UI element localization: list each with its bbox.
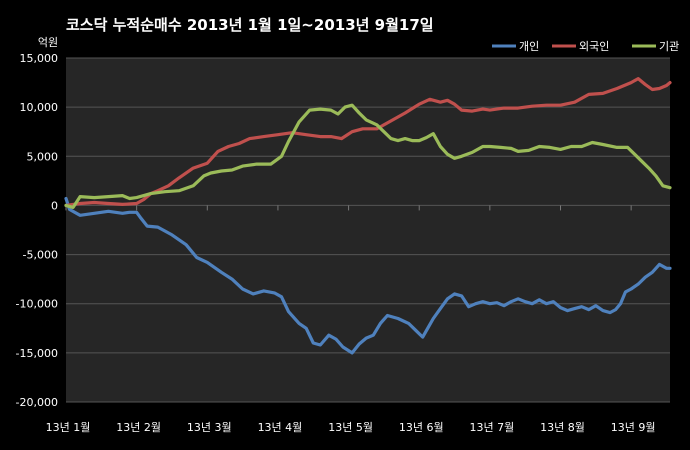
x-tick-label: 13년 4월 <box>258 421 303 434</box>
legend-label: 기관 <box>659 40 679 53</box>
series-line-2 <box>64 77 672 207</box>
chart-title: 코스닥 누적순매수 2013년 1월 1일~2013년 9월17일 <box>66 16 434 34</box>
plot-area <box>66 58 670 402</box>
y-tick-label: 5,000 <box>27 150 59 163</box>
y-tick-label: 10,000 <box>20 101 59 114</box>
y-tick-label: -15,000 <box>16 347 58 360</box>
legend-label: 외국인 <box>579 40 609 53</box>
series-lines <box>64 77 672 355</box>
x-tick-label: 13년 2월 <box>116 421 161 434</box>
y-tick-label: 15,000 <box>20 52 59 65</box>
x-tick-label: 13년 6월 <box>399 421 444 434</box>
x-tick-label: 13년 9월 <box>611 421 656 434</box>
legend-label: 개인 <box>519 40 539 53</box>
grid-lines <box>65 57 670 403</box>
y-tick-label: 0 <box>51 199 58 212</box>
y-tick-label: -10,000 <box>16 298 58 311</box>
y-axis-ticks: 15,000 10,000 5,000 0 -5,000 -10,000 -15,000 -2… <box>16 52 58 409</box>
x-tick-label: 13년 7월 <box>469 421 514 434</box>
y-tick-label: -5,000 <box>23 249 58 262</box>
y-axis-label: 억원 <box>38 36 58 49</box>
series-line-1 <box>64 196 672 355</box>
x-tick-label: 13년 3월 <box>187 421 232 434</box>
y-tick-label: -20,000 <box>16 396 58 409</box>
x-axis-ticks: 13년 1월 13년 2월 13년 3월 13년 4월 13년 5월 13년 6월 13년 … <box>46 421 656 434</box>
x-tick-label: 13년 1월 <box>46 421 91 434</box>
legend: 개인 외국인 기관 <box>492 40 679 53</box>
x-tick-label: 13년 8월 <box>540 421 585 434</box>
series-line-3 <box>64 103 672 209</box>
x-tick-label: 13년 5월 <box>328 421 373 434</box>
